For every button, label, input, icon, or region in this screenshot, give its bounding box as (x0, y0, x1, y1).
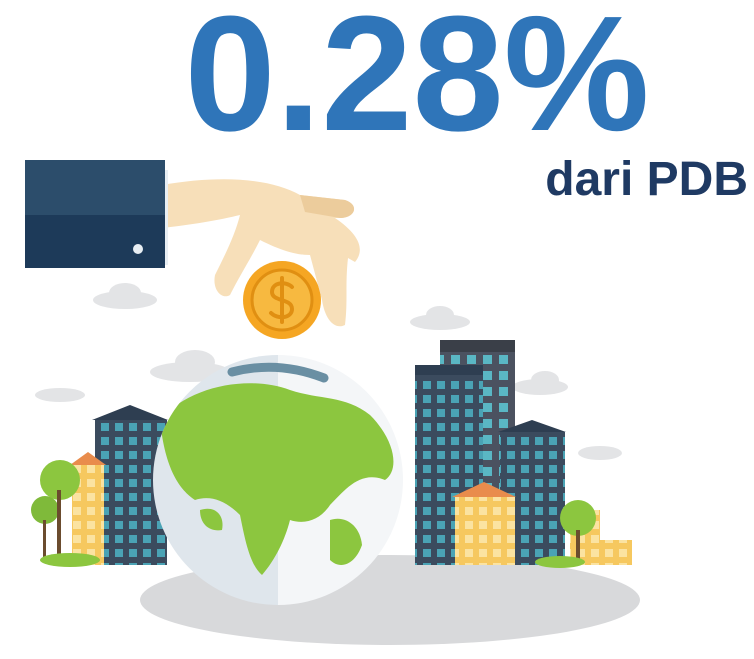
coin (243, 261, 321, 339)
headline-value: 0.28% (184, 0, 649, 165)
headline-caption: dari PDB (545, 153, 748, 206)
infographic: 0.28% dari PDB (0, 0, 754, 659)
page: 0.28% dari PDB (0, 0, 754, 659)
left-buildings (31, 405, 168, 567)
